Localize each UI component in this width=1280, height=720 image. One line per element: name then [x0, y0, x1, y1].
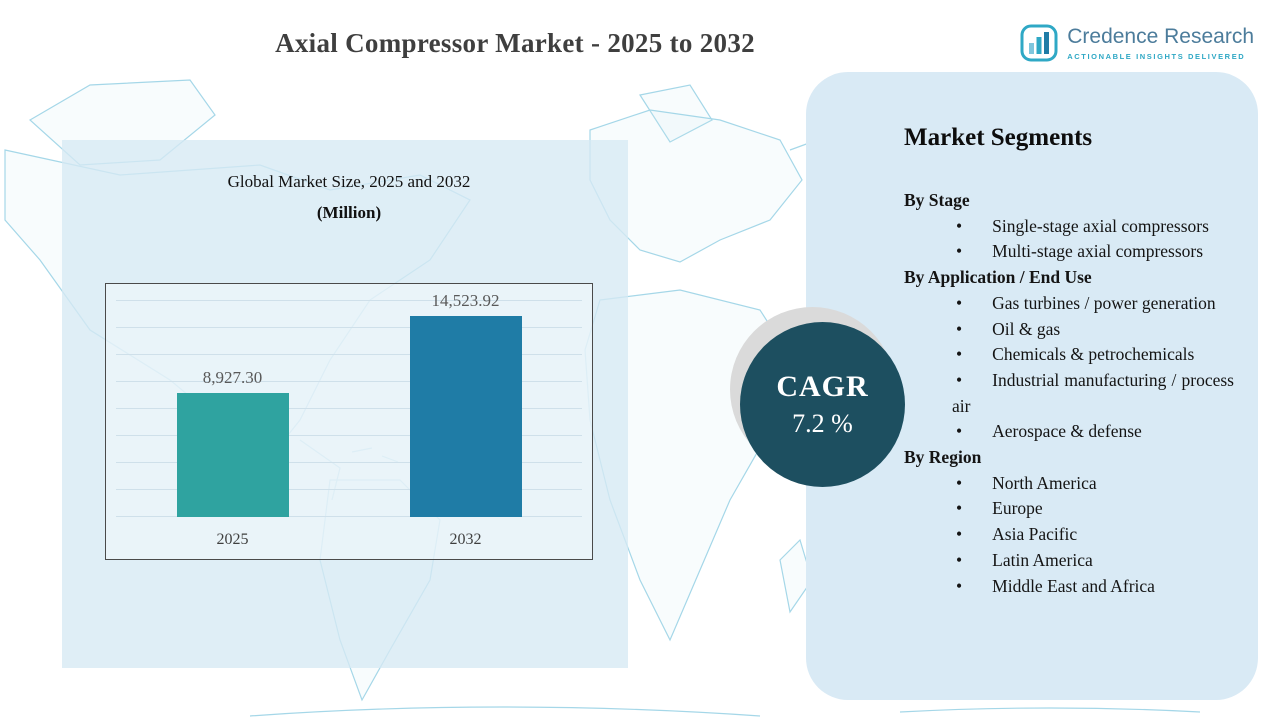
segment-item-label: Middle East and Africa [992, 575, 1155, 596]
bar-2025 [176, 393, 289, 517]
segment-item-label: Asia Pacific [992, 524, 1078, 545]
segment-heading-by-stage: By Stage [904, 190, 970, 210]
chart-subtitle: (Million) [316, 203, 382, 223]
bar-value-label-2025: 8,927.30 [202, 368, 263, 387]
segment-item: • Oil & gas [904, 317, 1234, 343]
cagr-value: 7.2 % [792, 409, 853, 438]
bullet-icon: • [956, 472, 963, 493]
segment-heading-by-region: By Region [904, 447, 982, 468]
segments-title: Market Segments [904, 124, 1093, 151]
segment-item-label: North America [992, 472, 1097, 493]
page-title: Axial Compressor Market - 2025 to 2032 [275, 28, 755, 58]
chart-title-line: Global Market Size, 2025 and 2032 [227, 172, 471, 191]
segment-item: • North America [904, 471, 1234, 497]
bar-chart: 8,927.30 2025 14,523.92 2032 [116, 291, 582, 548]
bullet-icon: • [956, 575, 963, 596]
bar-value-label-2032: 14,523.92 [431, 291, 500, 310]
bullet-icon: • [956, 421, 963, 442]
segment-item-label: Gas turbines / power generation [992, 292, 1216, 313]
bullet-icon: • [956, 549, 963, 570]
bullet-icon: • [956, 215, 963, 236]
cagr-badge: CAGR 7.2 % [740, 322, 905, 487]
bullet-icon: • [956, 292, 963, 313]
bar-category-label-2032: 2032 [449, 531, 482, 548]
market-size-panel: Global Market Size, 2025 and 2032 (Milli… [62, 140, 628, 668]
bar-category-label-2025: 2025 [216, 531, 249, 548]
bar-group-2025: 8,927.30 2025 [176, 368, 289, 548]
segment-item-label: Oil & gas [992, 318, 1061, 339]
segments-list: By Stage • Single-stage axial compressors… [904, 188, 1234, 599]
segment-item: • Middle East and Africa [904, 574, 1234, 600]
segment-item: • Multi-stage axial compressors [904, 239, 1234, 265]
cagr-label: CAGR [776, 370, 869, 403]
segment-item: • Gas turbines / power generation [904, 291, 1234, 317]
logo-tagline: Actionable Insights Delivered [1067, 51, 1246, 61]
segment-item: • Asia Pacific [904, 522, 1234, 548]
segment-heading-by-application: By Application / End Use [904, 267, 1092, 288]
logo-text: Credence Research Actionable Insights De… [1067, 25, 1254, 60]
segment-item-label: Single-stage axial compressors [992, 215, 1209, 236]
segment-item: • Aerospace & defense [904, 419, 1234, 445]
credence-research-logo: Credence Research Actionable Insights De… [1020, 24, 1254, 62]
segment-item-label: Multi-stage axial compressors [992, 241, 1204, 262]
segment-item-label: Industrial manufacturing / process air [952, 369, 1234, 416]
segment-item: • Chemicals & petrochemicals [904, 342, 1234, 368]
bar-chart-frame: 8,927.30 2025 14,523.92 2032 [105, 283, 593, 560]
chart-title: Global Market Size, 2025 and 2032 (Milli… [105, 166, 593, 229]
bar-group-2032: 14,523.92 2032 [409, 291, 522, 548]
segment-item-label: Latin America [992, 549, 1093, 570]
bullet-icon: • [956, 524, 963, 545]
segment-item: • Latin America [904, 548, 1234, 574]
segment-item: • Industrial manufacturing / process air [904, 368, 1234, 419]
segment-item-label: Aerospace & defense [992, 421, 1142, 442]
segment-item-label: Chemicals & petrochemicals [992, 344, 1195, 365]
bullet-icon: • [956, 369, 963, 390]
segment-item: • Single-stage axial compressors [904, 214, 1234, 240]
bullet-icon: • [956, 241, 963, 262]
bullet-icon: • [956, 344, 963, 365]
segment-item: • Europe [904, 496, 1234, 522]
credence-logo-icon [1020, 24, 1058, 62]
bullet-icon: • [956, 498, 963, 519]
logo-name: Credence Research [1067, 25, 1254, 49]
bar-2032 [409, 316, 522, 517]
bullet-icon: • [956, 318, 963, 339]
segment-item-label: Europe [992, 498, 1043, 519]
